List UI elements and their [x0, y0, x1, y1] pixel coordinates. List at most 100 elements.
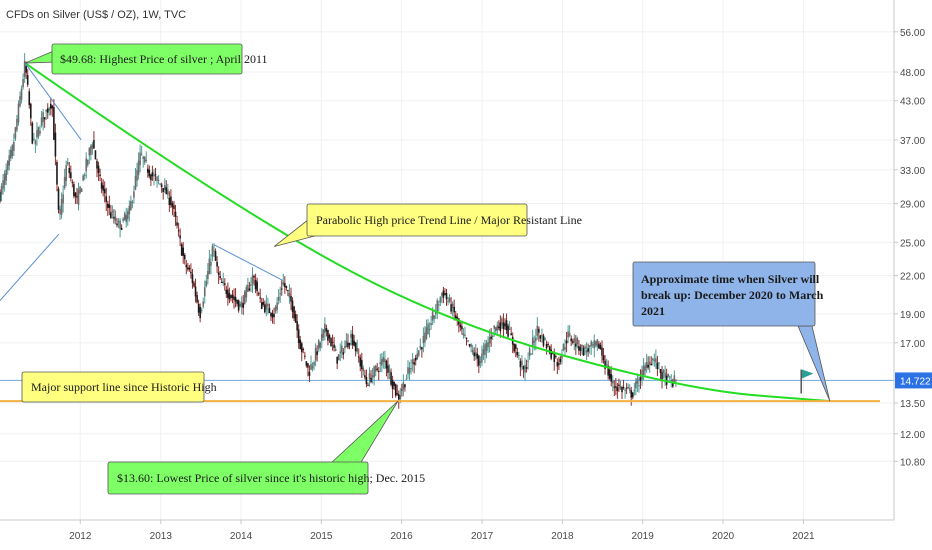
candle-body	[350, 333, 352, 338]
candle-body	[528, 348, 531, 357]
low-callout-box	[107, 461, 369, 495]
candle-body	[185, 264, 188, 268]
candle-body	[173, 205, 175, 209]
breakout-callout-text: 2021	[641, 304, 665, 318]
candle-body	[291, 300, 294, 312]
candle-body	[270, 312, 272, 317]
candle-body	[48, 108, 51, 111]
candle-body	[347, 342, 349, 348]
candle-body	[40, 117, 43, 126]
candle-body	[611, 380, 614, 384]
candle-body	[496, 325, 499, 331]
candle-body	[487, 342, 489, 348]
candle-body	[137, 160, 140, 175]
candle-body	[476, 353, 479, 359]
candle-body	[568, 332, 571, 336]
candle-body	[45, 109, 47, 112]
candle-body	[613, 386, 616, 388]
candle-body	[351, 333, 354, 345]
candle-body	[287, 290, 289, 292]
candle-body	[596, 339, 599, 347]
peak-callout: $49.68: Highest Price of silver ; April …	[24, 43, 268, 75]
candle-body	[647, 364, 649, 368]
candle-body	[257, 293, 260, 295]
candle-body	[436, 300, 439, 312]
candle-body	[103, 189, 106, 194]
candle-body	[93, 140, 95, 149]
candle-body	[74, 192, 77, 197]
candle-body	[276, 302, 278, 310]
x-tick-label: 2021	[792, 531, 815, 542]
candle-body	[607, 365, 609, 376]
candle-body	[285, 285, 288, 288]
candle-body	[337, 354, 340, 361]
candle-body	[219, 276, 221, 278]
candle-body	[225, 289, 228, 294]
candle-body	[76, 196, 78, 198]
candle-body	[56, 161, 58, 185]
candle-body	[504, 323, 506, 327]
candle-body	[0, 191, 1, 202]
candle-body	[70, 172, 72, 179]
candle-body	[319, 342, 322, 348]
parabolic-callout-box	[306, 203, 528, 237]
candle-body	[290, 295, 292, 302]
candle-body	[565, 340, 568, 344]
candle-body	[602, 355, 605, 361]
x-tick-label: 2019	[632, 531, 655, 542]
candle-body	[307, 363, 309, 368]
candle-body	[384, 358, 386, 363]
candle-body	[165, 187, 168, 195]
candle-body	[202, 301, 205, 307]
candle-body	[481, 353, 483, 363]
candle-body	[159, 183, 161, 185]
x-tick-label: 2014	[230, 531, 253, 542]
candle-body	[396, 393, 399, 395]
candle-body	[334, 348, 337, 351]
candle-body	[454, 315, 457, 319]
candle-body	[333, 344, 335, 348]
candle-body	[234, 296, 237, 302]
candle-body	[264, 304, 266, 313]
candle-body	[336, 356, 338, 364]
candle-body	[23, 60, 26, 78]
breakout-callout-text: break up: December 2020 to March	[641, 288, 824, 302]
candle-body	[555, 356, 557, 358]
candle-body	[60, 199, 63, 215]
candle-body	[524, 364, 526, 373]
candle-body	[379, 362, 382, 365]
candle-body	[502, 322, 505, 330]
candle-body	[561, 354, 563, 359]
candle-body	[136, 169, 138, 181]
candle-body	[633, 390, 636, 392]
candle-body	[200, 309, 203, 311]
candle-body	[279, 293, 282, 295]
candle-body	[470, 344, 472, 347]
candle-body	[431, 311, 434, 321]
candle-body	[153, 174, 155, 177]
candle-body	[536, 325, 539, 336]
candle-body	[361, 360, 363, 370]
candle-body	[277, 296, 280, 301]
candle-body	[644, 365, 646, 371]
support-callout-box	[21, 371, 205, 403]
candle-body	[273, 314, 275, 318]
candle-body	[405, 378, 408, 380]
candle-body	[122, 218, 124, 221]
candle-body	[227, 289, 229, 298]
candle-body	[282, 281, 285, 285]
candle-body	[293, 306, 295, 319]
candle-body	[447, 301, 449, 303]
candle-body	[53, 107, 55, 140]
candle-body	[131, 201, 134, 203]
candle-body	[356, 347, 358, 352]
candle-body	[508, 328, 511, 330]
candle-body	[410, 367, 412, 369]
candle-body	[157, 180, 160, 182]
candle-body	[259, 297, 261, 299]
candle-body	[501, 318, 503, 326]
candle-body	[0, 186, 3, 195]
candle-body	[656, 362, 659, 370]
candle-body	[354, 342, 357, 352]
